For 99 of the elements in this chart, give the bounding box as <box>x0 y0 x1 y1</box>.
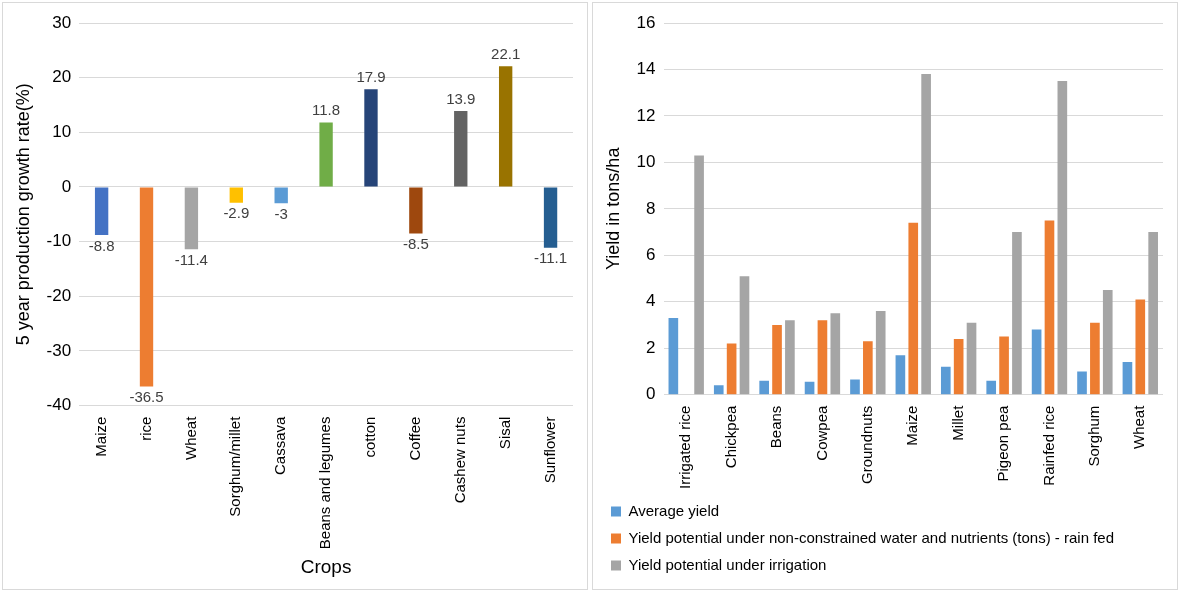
bar <box>1135 299 1146 395</box>
y-tick-label: 14 <box>636 59 656 79</box>
bar <box>895 355 906 395</box>
bar <box>409 187 423 234</box>
data-label: 17.9 <box>356 67 386 85</box>
x-tick-label: Rainfed rice <box>1039 405 1057 486</box>
bar <box>1077 371 1087 395</box>
bar <box>184 187 199 250</box>
bar <box>759 380 769 395</box>
data-label: -3 <box>274 205 288 223</box>
y-tick-label: 10 <box>52 122 72 141</box>
x-tick-label: Beans <box>767 405 785 449</box>
x-tick-label: Sisal <box>495 416 513 450</box>
y-tick-label: 0 <box>61 176 72 196</box>
x-tick-label: Sorghum/millet <box>226 415 244 517</box>
x-tick-label: Wheat <box>181 415 199 460</box>
bar <box>498 66 513 187</box>
data-label: -36.5 <box>129 388 164 406</box>
bar <box>830 313 841 395</box>
y-axis-title: Yield in tons/ha <box>602 146 623 271</box>
y-tick-label: 2 <box>646 337 656 357</box>
bar <box>364 89 378 187</box>
x-tick-label: Sorghum <box>1085 405 1103 467</box>
bar <box>772 324 782 395</box>
x-tick-label: Beans and legumes <box>316 416 334 550</box>
y-tick-label: 30 <box>52 12 72 32</box>
bar <box>1057 81 1068 395</box>
x-tick-label: Cowpea <box>812 404 830 461</box>
x-tick-label: Groundnuts <box>857 405 875 485</box>
y-tick-label: 20 <box>52 67 72 87</box>
bar <box>1044 220 1055 395</box>
x-tick-label: Cashew nuts <box>450 416 468 504</box>
y-tick-label: 8 <box>646 198 656 218</box>
data-label: 22.1 <box>491 44 521 62</box>
bar <box>139 187 154 387</box>
y-tick-label: -20 <box>46 285 72 305</box>
legend-label: Yield potential under irrigation <box>628 555 827 573</box>
bar <box>785 320 795 395</box>
x-tick-label: Pigeon pea <box>994 404 1012 482</box>
x-tick-label: Maize <box>903 405 921 446</box>
x-tick-label: Chickpea <box>721 404 739 469</box>
x-tick-label: Sunflower <box>540 416 558 484</box>
x-tick-label: Maize <box>91 416 109 457</box>
x-tick-label: Wheat <box>1130 404 1148 449</box>
y-axis-title: 5 year production growth rate(%) <box>12 83 33 346</box>
x-axis-title: Crops <box>300 555 352 577</box>
bar <box>804 381 815 395</box>
bar <box>229 187 243 203</box>
bar <box>908 222 919 395</box>
bar <box>1012 232 1022 395</box>
y-tick-label: 6 <box>646 244 656 264</box>
bar <box>921 74 931 395</box>
y-tick-label: 10 <box>636 152 656 172</box>
legend-label: Average yield <box>628 501 720 519</box>
bar <box>940 366 951 395</box>
data-label: 11.8 <box>312 101 341 119</box>
bar <box>850 379 860 395</box>
data-label: -11.4 <box>174 250 208 268</box>
data-label: -8.5 <box>402 235 429 253</box>
y-tick-label: 4 <box>646 291 656 311</box>
bar <box>1090 322 1100 395</box>
y-tick-label: 12 <box>636 105 656 125</box>
bar <box>817 320 828 395</box>
bar <box>1102 290 1113 395</box>
x-tick-label: Irrigated rice <box>676 405 694 490</box>
x-tick-label: cotton <box>361 416 379 458</box>
bar <box>953 338 964 395</box>
x-tick-label: Millet <box>948 404 966 441</box>
bar <box>454 111 468 187</box>
y-tick-label: 16 <box>636 12 656 32</box>
y-tick-label: -10 <box>46 231 72 251</box>
y-tick-label: 0 <box>646 384 656 404</box>
data-label: 13.9 <box>446 89 476 107</box>
bar <box>694 155 704 395</box>
bar <box>1031 329 1042 395</box>
bar <box>1148 232 1158 395</box>
data-label: -2.9 <box>223 204 250 222</box>
bar <box>966 322 977 395</box>
x-tick-label: rice <box>136 416 154 441</box>
y-tick-label: -40 <box>46 395 72 415</box>
bar <box>739 276 750 395</box>
x-tick-label: Cassava <box>271 415 289 475</box>
bar <box>713 385 724 395</box>
bar <box>274 187 288 204</box>
bar <box>668 317 679 395</box>
bar <box>999 336 1009 395</box>
bar <box>863 341 873 395</box>
bar <box>319 122 333 187</box>
bar <box>94 187 109 236</box>
bar <box>543 187 558 248</box>
x-tick-label: Coffee <box>406 416 424 461</box>
data-label: -11.1 <box>534 249 568 267</box>
data-label: -8.8 <box>88 236 115 254</box>
legend-label: Yield potential under non-constrained water and nutrients (tons) - rain fed <box>628 528 1115 546</box>
bar <box>986 380 997 395</box>
bar <box>875 311 886 395</box>
bar <box>726 343 737 395</box>
y-tick-label: -30 <box>46 340 72 360</box>
bar <box>1122 362 1133 395</box>
